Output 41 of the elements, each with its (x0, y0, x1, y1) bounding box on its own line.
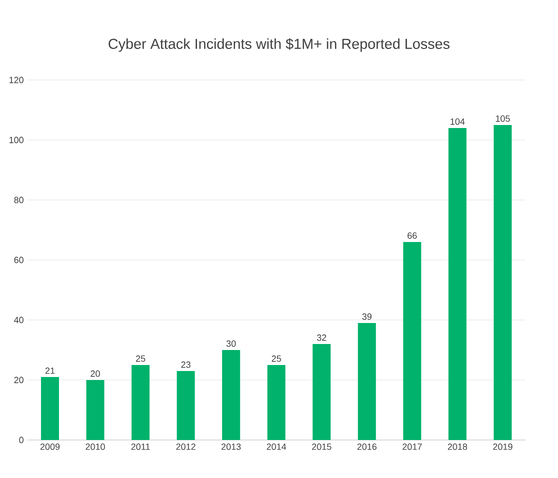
bar (132, 364, 150, 440)
x-tick-label: 2009 (40, 444, 60, 450)
data-label: 20 (90, 370, 100, 377)
bar (494, 124, 512, 440)
bar (358, 322, 376, 440)
bar (86, 380, 104, 440)
x-tick-label: 2016 (357, 444, 377, 450)
x-tick-label: 2013 (222, 444, 241, 450)
x-tick-label: 2010 (86, 444, 105, 450)
data-label: 25 (272, 355, 281, 362)
data-label: 23 (181, 361, 190, 368)
chart-title: Cyber Attack Incidents with $1M+ in Reported Losses (108, 38, 450, 52)
bar (222, 350, 240, 440)
bar (448, 128, 466, 440)
bar (403, 242, 422, 440)
data-label: 39 (362, 313, 372, 320)
x-tick-label: 2012 (176, 444, 196, 450)
x-tick-label: 2017 (402, 444, 422, 450)
data-label: 30 (226, 340, 236, 347)
bar (267, 364, 286, 440)
data-label: 66 (408, 232, 417, 239)
y-tick-label: 60 (14, 256, 24, 264)
bar (176, 370, 195, 440)
data-label: 21 (45, 367, 55, 374)
x-tick-label: 2014 (266, 444, 286, 450)
x-tick-label: 2011 (131, 444, 150, 450)
x-tick-label: 2018 (448, 444, 468, 450)
bar (41, 376, 60, 440)
data-label: 104 (450, 118, 465, 125)
data-label: 105 (496, 115, 510, 122)
y-tick-label: 40 (14, 316, 24, 324)
bar (312, 344, 331, 440)
y-tick-label: 0 (19, 436, 24, 444)
y-tick-label: 80 (14, 196, 24, 204)
y-tick-label: 100 (10, 136, 24, 144)
x-tick-label: 2019 (493, 444, 512, 450)
y-tick-label: 120 (10, 76, 24, 84)
y-tick-label: 20 (14, 376, 24, 384)
x-tick-label: 2015 (312, 444, 332, 450)
data-label: 32 (316, 334, 326, 341)
data-label: 25 (136, 355, 146, 362)
